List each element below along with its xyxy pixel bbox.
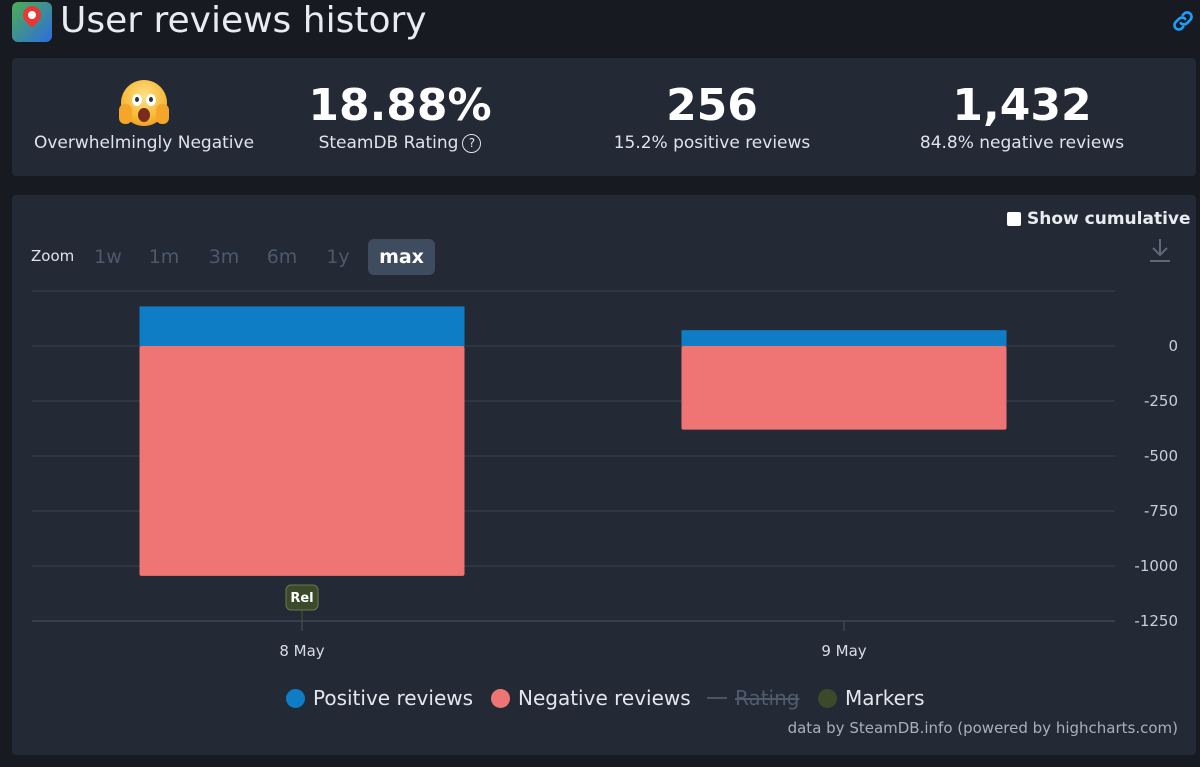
review-stats-panel: Overwhelmingly Negative 18.88% SteamDB R…	[12, 58, 1196, 176]
legend-negative[interactable]: Negative reviews	[491, 683, 691, 713]
x-tick-label: 8 May	[279, 642, 324, 660]
zoom-max-button[interactable]: max	[368, 239, 435, 275]
y-tick-label: -1250	[1134, 612, 1178, 630]
zoom-1y-button[interactable]: 1y	[326, 246, 350, 268]
negative-label: 84.8% negative reviews	[919, 133, 1125, 153]
legend-rating[interactable]: Rating	[707, 683, 799, 713]
positive-bar	[139, 306, 465, 346]
chart-legend: Positive reviews Negative reviews Rating…	[12, 683, 1196, 713]
marker-flag	[285, 584, 319, 611]
zoom-label: Zoom	[31, 247, 75, 265]
download-icon[interactable]	[1148, 237, 1172, 263]
zoom-1m-button[interactable]: 1m	[148, 246, 180, 268]
markers-dot-icon	[818, 689, 837, 708]
cumulative-checkbox[interactable]	[1007, 212, 1021, 226]
positive-label: 15.2% positive reviews	[613, 133, 811, 153]
negative-count: 1,432	[952, 80, 1092, 131]
positive-dot-icon	[286, 689, 305, 708]
link-icon[interactable]	[1170, 8, 1196, 34]
positive-reviews-stat: 256 15.2% positive reviews	[592, 58, 832, 176]
steamdb-rating-value: 18.88%	[308, 80, 492, 131]
zoom-1w-button[interactable]: 1w	[94, 246, 122, 268]
y-tick-label: -750	[1144, 502, 1178, 520]
page-title: User reviews history	[60, 0, 427, 41]
zoom-6m-button[interactable]: 6m	[266, 246, 298, 268]
legend-markers[interactable]: Markers	[818, 683, 925, 713]
help-icon[interactable]: ?	[462, 134, 482, 153]
negative-reviews-stat: 1,432 84.8% negative reviews	[902, 58, 1142, 176]
negative-dot-icon	[491, 689, 510, 708]
review-rating-label: Overwhelmingly Negative	[33, 133, 255, 153]
section-header: User reviews history	[12, 0, 1200, 46]
marker-label: Rel	[290, 591, 313, 606]
legend-positive[interactable]: Positive reviews	[286, 683, 473, 713]
y-tick-label: -500	[1144, 447, 1178, 465]
show-cumulative-toggle[interactable]: Show cumulative	[1007, 209, 1191, 229]
zoom-3m-button[interactable]: 3m	[208, 246, 240, 268]
negative-bar	[681, 346, 1007, 430]
negative-bar	[139, 346, 465, 576]
positive-bar	[681, 330, 1007, 346]
reviews-bar-chart: 0 -250 -500 -750 -1000 -1250 8 May 9 May Rel	[32, 290, 1178, 660]
screaming-face-emoji-icon	[119, 80, 169, 126]
positive-count: 256	[666, 80, 758, 131]
y-tick-label: -250	[1144, 392, 1178, 410]
steamdb-rating-stat: 18.88% SteamDB Rating?	[276, 58, 524, 176]
show-cumulative-label: Show cumulative	[1027, 209, 1191, 229]
rating-line-icon	[707, 697, 727, 699]
steamdb-rating-label: SteamDB Rating	[318, 133, 459, 153]
y-tick-label: 0	[1168, 337, 1178, 355]
reviews-chart-panel: Show cumulative Zoom 1w 1m 3m 6m 1y max …	[12, 195, 1196, 755]
y-tick-label: -1000	[1134, 557, 1178, 575]
map-pin-app-icon	[12, 2, 52, 42]
x-tick-label: 9 May	[821, 642, 866, 660]
chart-credits[interactable]: data by SteamDB.info (powered by highcha…	[787, 719, 1178, 737]
review-rating-stat: Overwhelmingly Negative	[12, 58, 276, 176]
